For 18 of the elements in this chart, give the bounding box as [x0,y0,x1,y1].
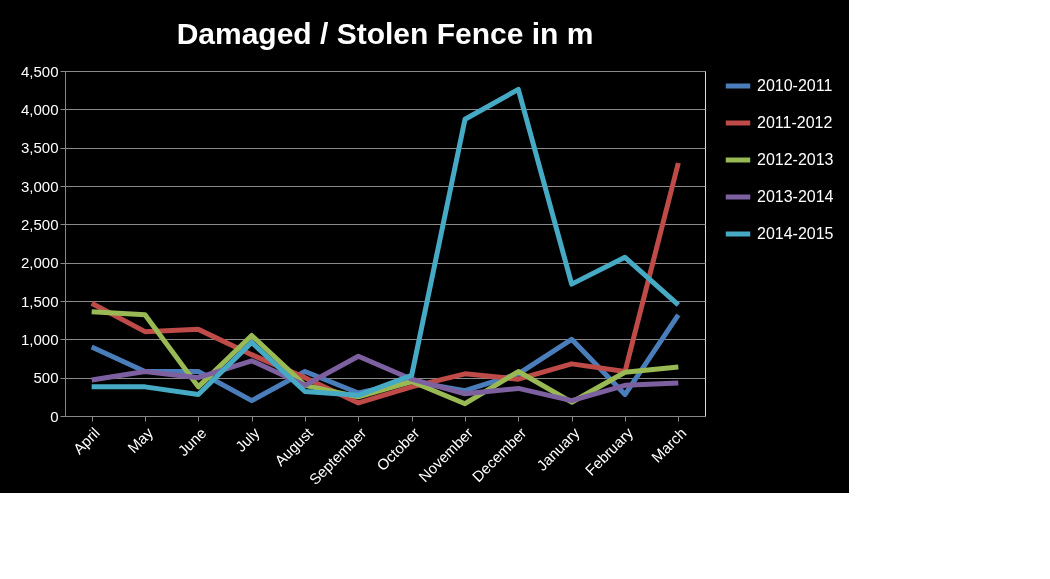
y-tick-label: 500 [33,369,59,387]
y-tick-label: 1,000 [20,330,59,348]
y-tick-label: 3,500 [20,139,59,157]
legend-label: 2010-2011 [757,77,833,94]
y-tick-label: 4,500 [20,62,59,80]
legend-label: 2012-2013 [757,151,834,168]
legend-label: 2011-2012 [757,114,833,131]
chart-title: Damaged / Stolen Fence in m [176,17,594,50]
y-tick-label: 4,000 [20,100,59,118]
y-tick-label: 2,000 [20,254,59,272]
y-tick-label: 1,500 [20,292,59,310]
y-tick-label: 0 [50,407,59,425]
legend-label: 2014-2015 [757,225,834,242]
legend-label: 2013-2014 [757,188,834,205]
x-tick-label: July [231,423,264,455]
x-tick-label: May [124,423,157,457]
y-tick-label: 2,500 [20,215,59,233]
y-tick-label: 3,000 [20,177,59,195]
